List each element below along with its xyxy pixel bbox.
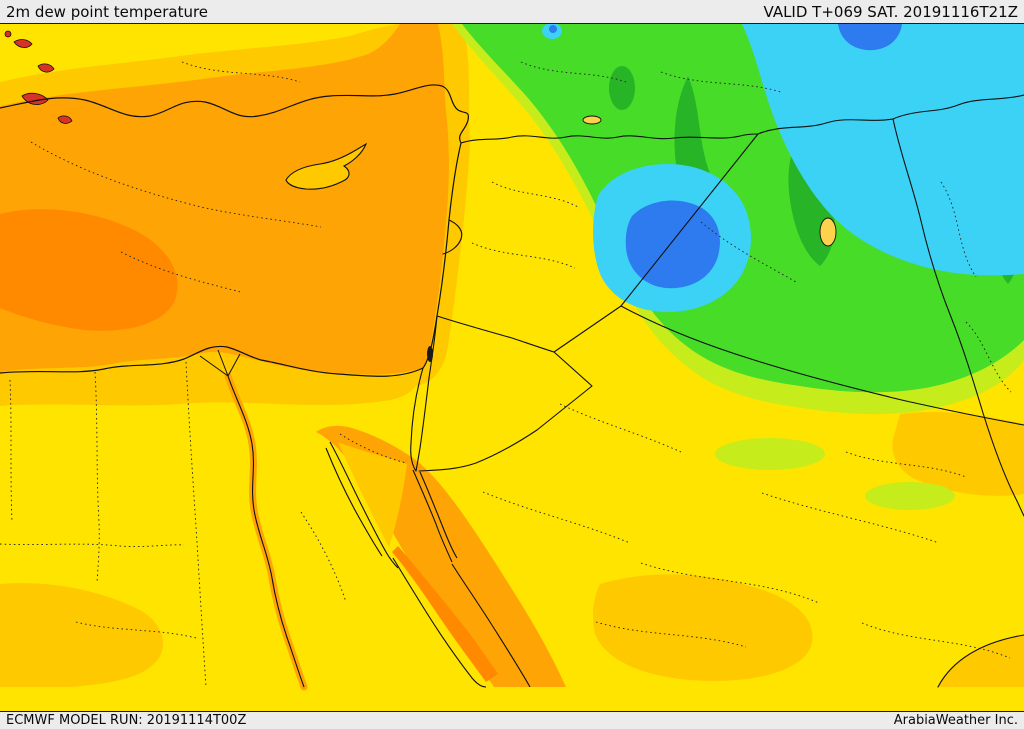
island-2	[37, 63, 55, 73]
gold-saudi-patch	[592, 574, 813, 681]
sinai-gold-wedge	[338, 442, 407, 547]
map-canvas	[0, 24, 1024, 711]
mediterranean-coastline	[0, 84, 469, 377]
dotted-saudi-5	[861, 622, 1011, 659]
yellow-green-patch-2	[865, 482, 955, 510]
border-syria-jordan	[436, 315, 555, 353]
dark-orange-patches	[0, 209, 498, 682]
border-jordan-saudi	[418, 351, 593, 472]
red-sea-coastlines	[325, 441, 531, 688]
cyan-mass-ne-corner	[742, 24, 1024, 276]
gulf-of-aqaba-coast	[412, 469, 458, 563]
dotted-saudi-7	[595, 621, 747, 648]
dark-green-patch-4	[609, 66, 635, 110]
dotted-saudi-1	[559, 403, 682, 453]
lakes	[582, 115, 837, 247]
gold-southwest-egypt	[0, 583, 164, 687]
dotted-sinai	[339, 433, 407, 464]
gold-east-patch	[892, 412, 1024, 496]
dotted-egypt-south	[75, 621, 197, 639]
valid-time-label: VALID T+069 SAT. 20191116T21Z	[763, 2, 1018, 21]
red-sea-east-coast	[451, 563, 531, 688]
lake-tharthar	[819, 217, 837, 247]
dotted-turkey-1	[181, 61, 301, 83]
dotted-iran-2	[965, 321, 1012, 393]
dotted-sea-1	[30, 141, 322, 228]
island-1	[13, 39, 33, 48]
gold-gulf-corner	[938, 635, 1024, 687]
dotted-turkey-3	[660, 71, 782, 93]
lake-assad	[582, 115, 602, 125]
dotted-egypt-west	[9, 379, 13, 523]
map-title: 2m dew point temperature	[6, 2, 209, 21]
gold-north-egypt-strip	[0, 362, 420, 406]
dotted-iran-1	[940, 181, 977, 278]
country-borders	[410, 94, 1024, 688]
nile-river-line	[227, 375, 305, 688]
admin-dotted-borders	[0, 61, 1012, 688]
cyprus-island	[285, 142, 368, 190]
border-jordan-iraq	[553, 305, 622, 353]
model-run-label: ECMWF MODEL RUN: 20191114T00Z	[6, 713, 247, 728]
mediterranean-dark-orange	[0, 209, 178, 331]
dotted-egypt-1	[94, 371, 100, 583]
border-turkey-iran	[892, 94, 1024, 120]
dotted-iraq-1	[700, 221, 797, 283]
map-footer-bar: ECMWF MODEL RUN: 20191114T00Z ArabiaWeat…	[0, 711, 1024, 729]
greek-islands	[4, 30, 73, 124]
border-turkey-iraq	[757, 118, 894, 135]
dead-sea	[427, 346, 433, 362]
border-lebanon	[442, 219, 463, 255]
blue-dewpoint-core-syria	[625, 200, 720, 289]
brand-label: ArabiaWeather Inc.	[893, 713, 1018, 728]
dotted-saudi-4	[761, 492, 940, 544]
dewpoint-map-svg	[0, 24, 1024, 711]
blue-cores	[549, 24, 902, 289]
border-turkey-syria	[460, 133, 759, 144]
border-jordan-valley	[415, 315, 438, 472]
yellow-green-patch-1	[715, 438, 825, 470]
nile-delta-branches	[199, 349, 241, 377]
border-syria-iraq	[620, 133, 759, 307]
red-sea-core-dark-orange	[392, 546, 498, 682]
border-iraq-saudi	[620, 305, 1024, 426]
blue-core-top-right	[838, 24, 902, 51]
map-header-bar: 2m dew point temperature VALID T+069 SAT…	[0, 0, 1024, 24]
island-3	[57, 115, 73, 124]
dotted-egypt-horizontal	[0, 543, 185, 548]
blue-dot-top-center	[549, 25, 557, 33]
gulf-of-suez-coast	[325, 441, 399, 569]
dotted-egypt-2	[185, 361, 207, 688]
nile-river	[199, 349, 308, 691]
dotted-sea-2	[120, 251, 242, 293]
dotted-syria-1	[491, 181, 581, 209]
persian-gulf-coast	[937, 634, 1024, 688]
red-sea-west-coast	[392, 557, 487, 688]
dotted-egypt-east	[300, 511, 347, 603]
island-4	[4, 30, 12, 38]
dotted-saudi-6	[845, 451, 967, 478]
border-iran-iraq	[892, 118, 1024, 517]
border-egypt-israel	[410, 367, 424, 472]
